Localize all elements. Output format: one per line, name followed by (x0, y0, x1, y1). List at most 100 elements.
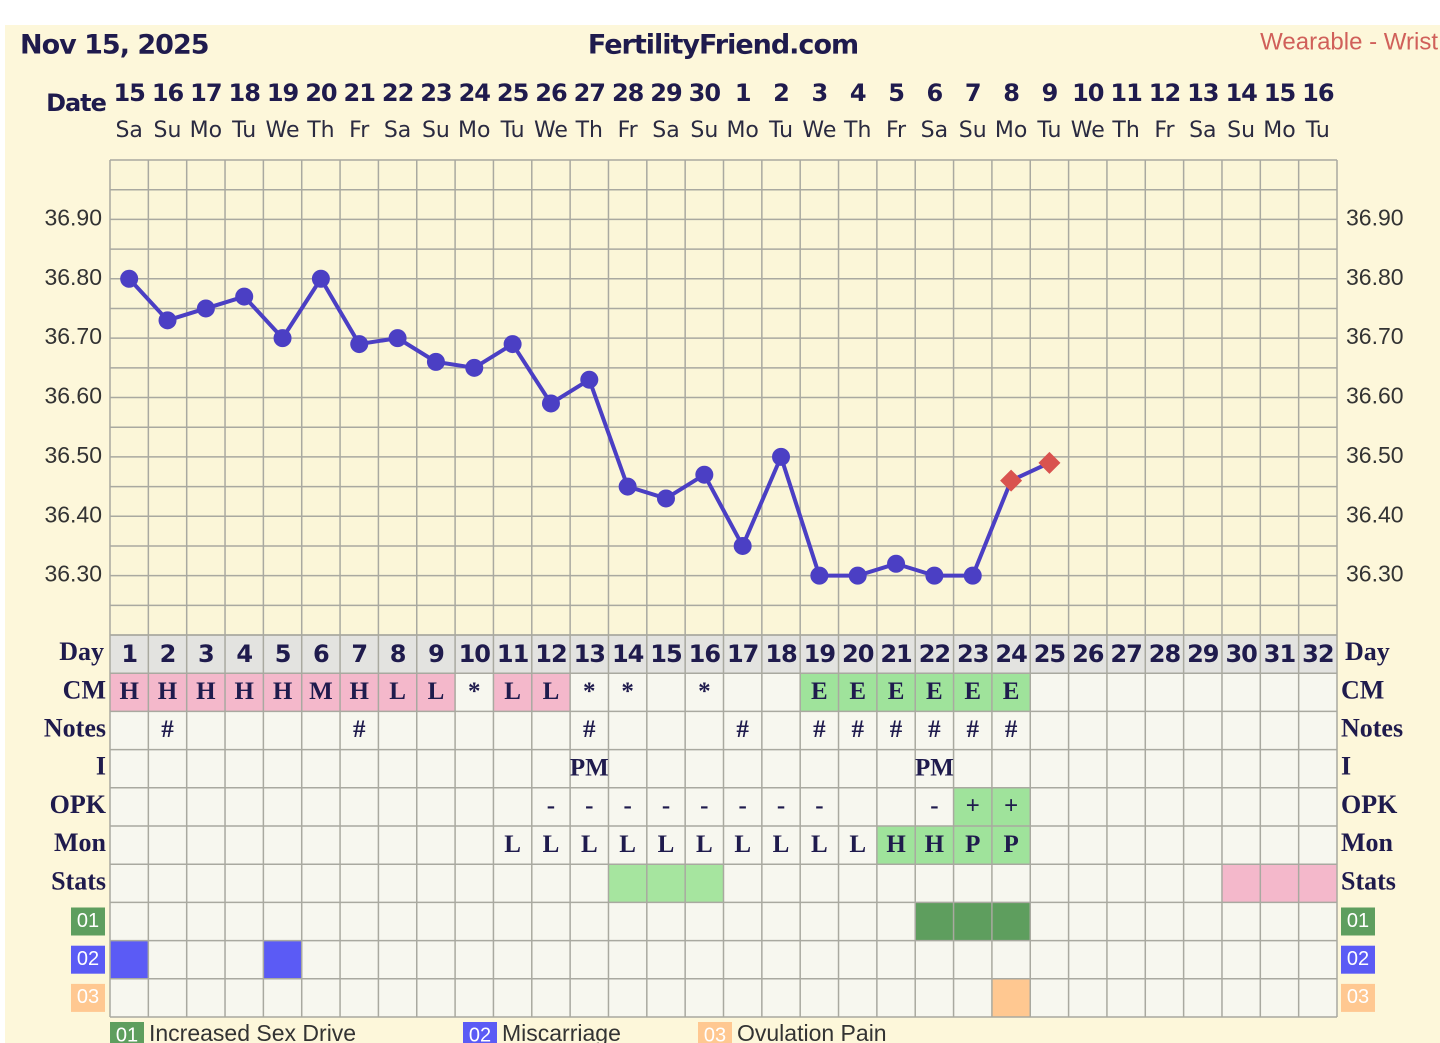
cell-text: L (504, 831, 521, 858)
weekday-label: Su (1227, 118, 1255, 143)
day-number: 27 (1110, 640, 1141, 668)
day-number: 15 (650, 640, 682, 668)
cell-text: * (468, 678, 481, 705)
date-label: 20 (305, 79, 337, 107)
cell-fill (493, 673, 532, 712)
weekday-label: We (534, 118, 568, 143)
cell-text: E (888, 678, 905, 705)
legend-text: Miscarriage (502, 1020, 621, 1043)
temp-point (273, 329, 292, 348)
date-label: 21 (344, 79, 376, 107)
temp-point (120, 269, 139, 288)
weekday-label: Mo (190, 118, 222, 143)
day-number: 7 (351, 640, 367, 668)
y-tick-label-right: 36.80 (1346, 264, 1404, 290)
weekday-label: Tu (231, 118, 256, 143)
day-number: 19 (804, 640, 836, 668)
y-tick-label-right: 36.30 (1346, 561, 1404, 587)
cell-text: PM (570, 754, 609, 781)
date-label: 3 (812, 79, 828, 107)
day-number: 18 (765, 640, 797, 668)
y-tick-label-right: 36.40 (1346, 501, 1404, 527)
chart-date: Nov 15, 2025 (20, 30, 209, 61)
legend-badge (110, 1022, 144, 1043)
cell-text: L (734, 831, 751, 858)
temp-point (1000, 469, 1023, 492)
y-tick-label-right: 36.90 (1346, 204, 1404, 230)
date-label: 24 (459, 79, 491, 107)
cell-text: H (273, 678, 293, 705)
date-label: 6 (927, 79, 943, 107)
cell-fill (263, 940, 302, 979)
date-label: 18 (229, 79, 261, 107)
day-number: 28 (1149, 640, 1181, 668)
date-label: 12 (1149, 79, 1180, 107)
cell-text: P (965, 831, 980, 858)
badge-right (1341, 907, 1375, 936)
cell-fill (800, 673, 839, 712)
cell-fill (301, 673, 341, 712)
weekday-label: Mo (995, 118, 1027, 143)
day-number: 3 (198, 640, 214, 668)
cell-text: * (698, 678, 711, 705)
day-number: 21 (880, 640, 912, 668)
cell-text: P (1003, 831, 1018, 858)
cell-text: * (583, 678, 596, 705)
weekday-label: Su (154, 118, 182, 143)
y-tick-label-right: 36.50 (1346, 442, 1404, 468)
y-tick-label: 36.60 (44, 383, 102, 409)
cell-fill (991, 787, 1031, 826)
weekday-label: Th (575, 118, 603, 143)
cell-fill (186, 673, 226, 712)
row-label-right: CM (1341, 675, 1384, 704)
cell-text: E (811, 678, 828, 705)
cell-text: H (234, 678, 254, 705)
day-number: 13 (574, 640, 605, 668)
weekday-label: Mo (1263, 118, 1295, 143)
weekday-label: We (1071, 118, 1105, 143)
day-number: 6 (313, 640, 329, 668)
day-number: 26 (1072, 640, 1104, 668)
date-label: 11 (1110, 79, 1142, 107)
weekday-label: Fr (618, 118, 639, 143)
cell-fill (953, 673, 992, 712)
cell-text: - (623, 793, 631, 820)
row-label-right: Day (1345, 637, 1390, 666)
cell-text: - (815, 793, 823, 820)
day-number: 14 (612, 640, 644, 668)
row-label: 03 (77, 986, 99, 1008)
cell-text: PM (915, 754, 954, 781)
source: Wearable - Wrist (1260, 28, 1438, 55)
day-number: 1 (121, 640, 137, 668)
y-tick-label: 36.50 (44, 442, 102, 468)
temp-point (733, 536, 752, 555)
row-label: 01 (77, 910, 99, 932)
cell-text: L (543, 831, 560, 858)
cell-fill (531, 673, 571, 712)
weekday-label: Tu (500, 118, 525, 143)
temp-point (772, 447, 791, 466)
cell-text: H (925, 831, 945, 858)
date-label: 16 (1302, 79, 1334, 107)
day-number: 8 (390, 640, 406, 668)
date-label: 19 (267, 79, 299, 107)
cell-fill (876, 826, 916, 865)
day-number: 20 (842, 640, 874, 668)
temp-point (350, 335, 369, 354)
cell-text: - (700, 793, 708, 820)
temp-point (925, 566, 944, 585)
date-label: 13 (1187, 79, 1218, 107)
day-number: 25 (1034, 640, 1066, 668)
cell-text: L (658, 831, 675, 858)
day-number: 5 (275, 640, 291, 668)
date-label: 5 (888, 79, 904, 107)
y-tick-label: 36.80 (44, 264, 102, 290)
date-label: 29 (650, 79, 682, 107)
y-tick-label: 36.40 (44, 501, 102, 527)
cell-fill (838, 673, 877, 712)
legend-text: Increased Sex Drive (149, 1020, 356, 1043)
cell-text: E (1003, 678, 1020, 705)
cell-text: * (621, 678, 634, 705)
cell-text: L (811, 831, 828, 858)
